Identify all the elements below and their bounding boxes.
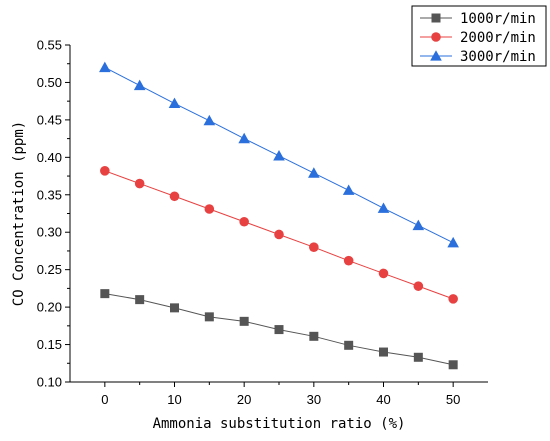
x-axis-title: Ammonia substitution ratio (%) [153,416,406,432]
data-point [343,255,354,266]
legend-marker [430,50,442,61]
series-1000r/min [100,289,458,370]
data-point [413,352,423,362]
data-point [308,167,320,178]
data-point [204,204,215,214]
data-point [342,184,355,195]
data-point [100,289,110,299]
x-tick-label: 50 [446,392,460,407]
data-point [135,295,145,305]
y-tick-label: 0.35 [37,187,62,202]
x-tick-label: 30 [307,392,321,407]
y-tick-label: 0.15 [37,337,62,352]
data-point [170,303,179,313]
data-point [134,178,145,189]
data-point [273,150,285,161]
legend-label: 1000r/min [460,11,536,27]
legend-marker [431,13,441,23]
plot-axes: 0 10 20 30 40 50 0.10 0.15 0.20 0.25 0.30 0.35 0.40 0… [37,38,488,407]
legend-label: 3000r/min [460,49,536,65]
data-point [379,347,388,357]
data-point [99,61,111,73]
data-point [448,294,458,304]
legend: 1000r/min 2000r/min 3000r/min [411,5,547,67]
data-point [239,316,249,326]
data-point [203,114,216,126]
y-tick-label: 0.30 [37,225,62,240]
y-tick-label: 0.10 [37,375,62,390]
y-tick-label: 0.50 [37,75,62,90]
data-point [377,202,390,213]
y-tick-label: 0.20 [37,300,62,315]
data-point [133,79,146,91]
y-tick-label: 0.40 [37,150,62,165]
x-tick-label: 40 [376,392,390,407]
data-point [309,242,319,252]
series-2000r/min [100,166,458,304]
data-point [378,268,389,279]
data-point [412,219,425,231]
x-tick-label: 0 [101,392,108,407]
data-point [447,236,459,248]
data-point [274,325,284,335]
data-point [168,97,181,109]
x-tick-label: 10 [167,392,181,407]
data-point [238,132,250,144]
series-3000r/min [99,61,459,248]
data-point [169,191,180,202]
data-point [413,281,424,291]
data-point [100,166,110,176]
data-point [239,216,249,227]
data-point [344,340,354,350]
data-point [309,331,319,341]
data-point [204,312,214,322]
legend-marker [431,32,441,42]
x-tick-label: 20 [237,392,251,407]
y-tick-label: 0.25 [37,262,62,277]
y-axis-title: CO Concentration (ppm) [11,121,27,306]
y-tick-label: 0.45 [37,112,62,127]
series-layer [99,61,459,370]
data-point [448,360,458,370]
legend-label: 2000r/min [460,30,536,46]
y-tick-label: 0.55 [37,38,62,53]
data-point [274,229,284,240]
